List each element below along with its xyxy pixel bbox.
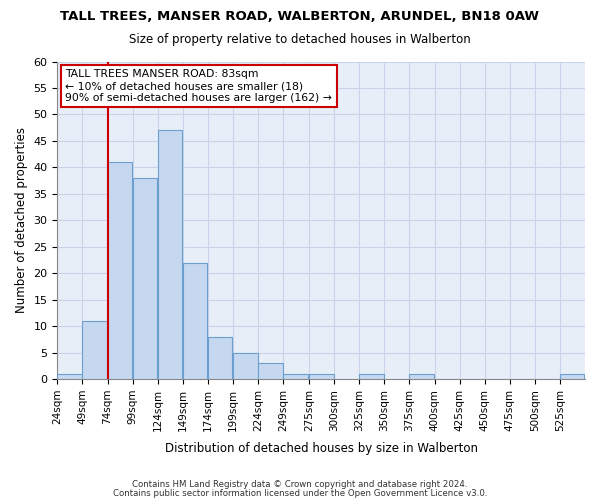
X-axis label: Distribution of detached houses by size in Walberton: Distribution of detached houses by size … bbox=[165, 442, 478, 455]
Text: TALL TREES, MANSER ROAD, WALBERTON, ARUNDEL, BN18 0AW: TALL TREES, MANSER ROAD, WALBERTON, ARUN… bbox=[61, 10, 539, 23]
Bar bbox=[58, 374, 82, 379]
Bar bbox=[233, 352, 257, 379]
Bar bbox=[82, 321, 107, 379]
Bar bbox=[258, 363, 283, 379]
Text: Size of property relative to detached houses in Walberton: Size of property relative to detached ho… bbox=[129, 32, 471, 46]
Text: Contains public sector information licensed under the Open Government Licence v3: Contains public sector information licen… bbox=[113, 488, 487, 498]
Bar bbox=[107, 162, 132, 379]
Bar bbox=[359, 374, 384, 379]
Bar bbox=[560, 374, 584, 379]
Bar bbox=[158, 130, 182, 379]
Text: TALL TREES MANSER ROAD: 83sqm
← 10% of detached houses are smaller (18)
90% of s: TALL TREES MANSER ROAD: 83sqm ← 10% of d… bbox=[65, 70, 332, 102]
Text: Contains HM Land Registry data © Crown copyright and database right 2024.: Contains HM Land Registry data © Crown c… bbox=[132, 480, 468, 489]
Y-axis label: Number of detached properties: Number of detached properties bbox=[15, 128, 28, 314]
Bar bbox=[183, 262, 208, 379]
Bar bbox=[208, 336, 232, 379]
Bar bbox=[283, 374, 308, 379]
Bar bbox=[409, 374, 434, 379]
Bar bbox=[309, 374, 334, 379]
Bar bbox=[133, 178, 157, 379]
